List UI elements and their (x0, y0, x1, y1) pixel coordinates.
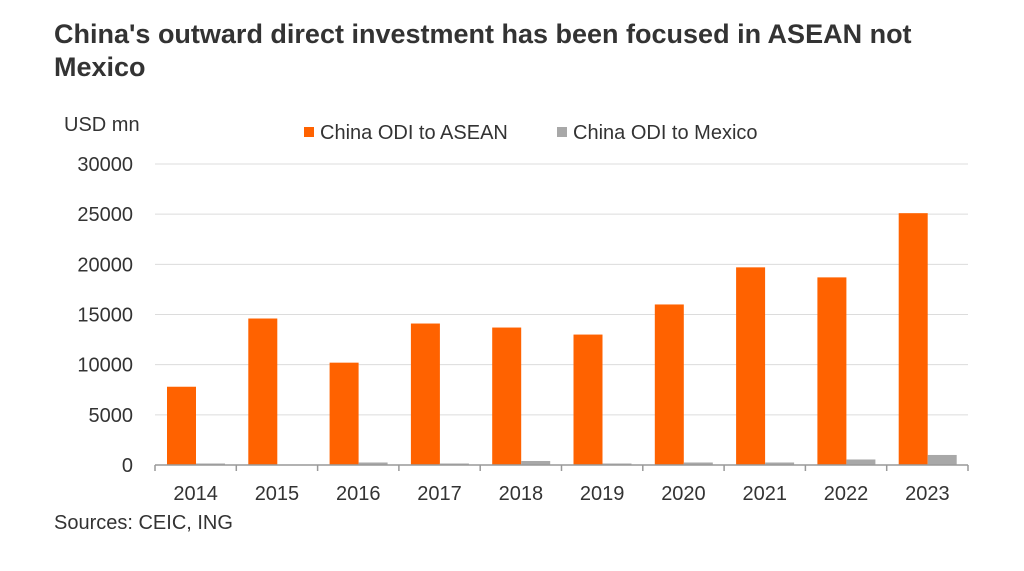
x-tick-label: 2023 (905, 483, 950, 505)
bar-mexico (358, 462, 388, 465)
y-tick-label: 30000 (77, 154, 133, 176)
bar-asean (492, 327, 522, 465)
legend-swatch (304, 127, 314, 137)
bar-asean (654, 304, 684, 465)
bar-mexico (196, 463, 225, 465)
bar-asean (167, 386, 196, 465)
x-tick-label: 2020 (661, 483, 706, 505)
x-tick-label: 2016 (336, 483, 381, 505)
y-tick-label: 25000 (77, 204, 133, 226)
bar-mexico (683, 462, 713, 465)
x-tick-label: 2021 (743, 483, 788, 505)
y-tick-label: 5000 (89, 405, 134, 427)
y-tick-label: 10000 (77, 355, 133, 377)
bar-mexico (521, 460, 551, 465)
x-tick-label: 2019 (580, 483, 625, 505)
y-tick-label: 20000 (77, 254, 133, 276)
x-tick-label: 2017 (417, 483, 462, 505)
y-tick-label: 15000 (77, 305, 133, 327)
y-tick-label: 0 (122, 455, 133, 477)
bars (167, 213, 957, 465)
bar-asean (817, 277, 847, 465)
legend-label: China ODI to ASEAN (320, 122, 508, 144)
bar-asean (898, 213, 928, 465)
y-axis-label: USD mn (64, 114, 140, 136)
legend: China ODI to ASEAN China ODI to Mexico (304, 122, 758, 144)
bar-asean (736, 267, 766, 465)
bar-mexico (927, 454, 957, 465)
x-tick-label: 2022 (824, 483, 869, 505)
chart-title: China's outward direct investment has be… (54, 19, 912, 82)
source-note: Sources: CEIC, ING (54, 512, 233, 534)
bar-mexico (439, 463, 469, 465)
bar-asean (573, 334, 603, 465)
x-axis: 2014 2015 2016 2017 2018 2019 2020 2021 2022 2023 (154, 464, 969, 505)
bar-mexico (765, 462, 795, 465)
y-axis-ticks: 0 5000 10000 15000 20000 25000 30000 (77, 154, 133, 477)
x-tick-label: 2018 (499, 483, 544, 505)
bar-mexico (846, 459, 876, 465)
x-tick-label: 2015 (255, 483, 300, 505)
bar-asean (410, 323, 440, 465)
bar-asean (248, 318, 278, 465)
legend-label: China ODI to Mexico (573, 122, 758, 144)
bar-asean (329, 362, 359, 465)
x-tick-label: 2014 (173, 483, 218, 505)
bar-mexico (602, 463, 632, 465)
legend-swatch (557, 127, 567, 137)
